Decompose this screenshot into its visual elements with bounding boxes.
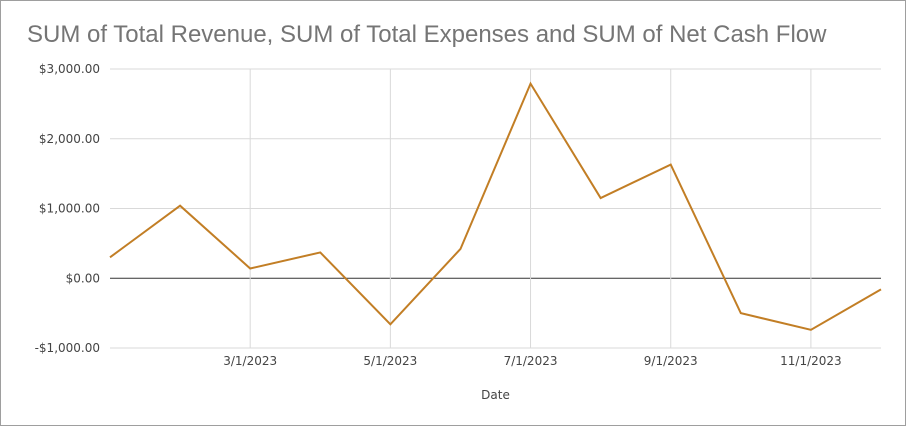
y-tick-label: $2,000.00 bbox=[39, 132, 100, 146]
x-axis-title: Date bbox=[481, 388, 510, 402]
series-line-net-cash-flow bbox=[109, 81, 882, 331]
chart-title: SUM of Total Revenue, SUM of Total Expen… bbox=[27, 21, 827, 48]
y-tick-label: $3,000.00 bbox=[39, 62, 100, 76]
y-tick-label: $1,000.00 bbox=[39, 202, 100, 216]
y-tick-label: -$1,000.00 bbox=[35, 341, 100, 355]
y-tick-label: $0.00 bbox=[66, 271, 100, 285]
x-tick-label: 5/1/2023 bbox=[363, 354, 417, 368]
x-tick-label: 7/1/2023 bbox=[504, 354, 558, 368]
x-tick-label: 3/1/2023 bbox=[223, 354, 277, 368]
x-tick-label: 11/1/2023 bbox=[780, 354, 842, 368]
x-tick-label: 9/1/2023 bbox=[644, 354, 698, 368]
